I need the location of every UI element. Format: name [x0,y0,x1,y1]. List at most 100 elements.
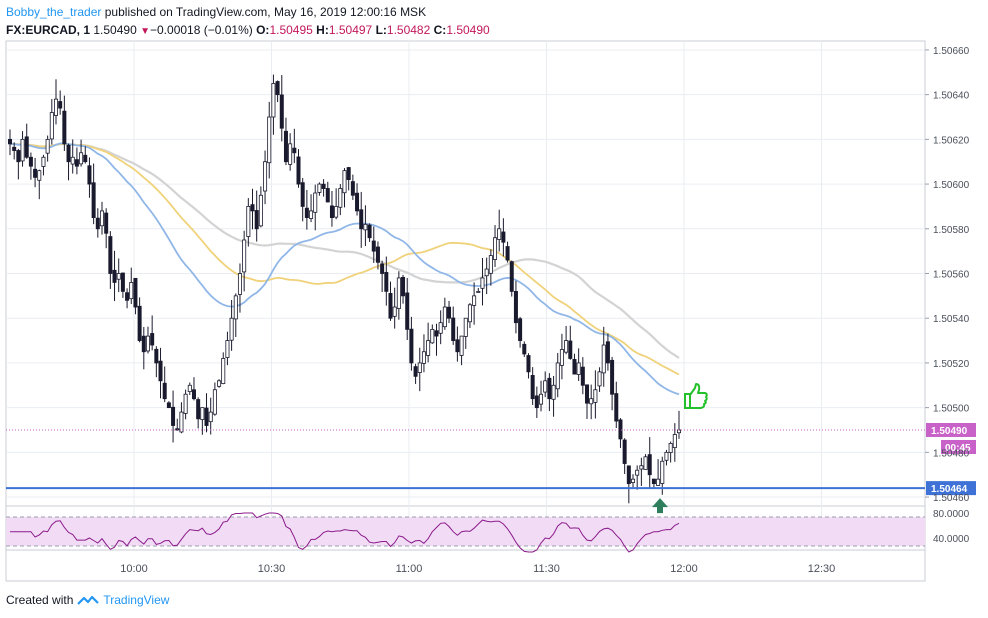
candle-body [7,138,12,145]
candle-body [396,277,401,309]
price-tick-label: 1.50480 [933,448,970,459]
candle-body [242,239,247,273]
grid [5,40,926,582]
candle-body [476,290,481,293]
candle-body [208,411,213,423]
candle-body [296,156,301,185]
candle-body [187,384,192,393]
candle-body [426,340,431,356]
candle-body [74,159,79,167]
candle-body [363,223,368,231]
time-tick-label: 12:30 [808,563,836,575]
price-change: −0.00018 (−0.01%) [150,23,253,37]
footer: Created with TradingView [6,593,169,607]
candle-body [58,101,63,109]
price-tick-label: 1.50620 [933,135,970,146]
candle-body [367,224,372,239]
candle-body [530,375,535,400]
time-tick-label: 11:00 [396,563,423,575]
price-tick-label: 1.50540 [933,314,970,325]
candle-body [12,146,17,151]
candle-body [589,398,594,405]
candle-body [413,366,418,377]
candle-body [384,272,389,292]
down-arrow-icon: ▼ [140,26,150,37]
candle-body [162,382,167,400]
candle-body [229,317,234,341]
axes: 1.50660 1.50640 1.50620 1.50600 1.50580 1.505… [120,46,969,575]
candle-body [605,341,610,364]
candle-body [597,371,602,387]
candle-body [334,206,339,218]
candle-body [559,349,564,366]
candle-body [288,143,293,165]
candle-body [246,206,251,237]
thumbs-up-icon [684,383,708,409]
candle-body [601,344,606,374]
candle-body [279,94,284,129]
candle-body [283,130,288,163]
candle-body [480,277,485,289]
candle-body [626,465,631,485]
candle-body [183,393,188,414]
candle-body [392,306,397,317]
candle-body [463,317,468,337]
candle-body [329,205,334,219]
tradingview-brand[interactable]: TradingView [103,593,170,607]
candle-body [108,236,113,274]
candle-body [493,237,498,260]
candle-body [647,454,652,476]
candle-body [263,161,268,192]
candle-body [137,305,142,341]
candle-body [250,204,255,212]
candle-body [522,343,527,355]
candle-body [204,407,209,426]
support-price-tag [926,481,976,496]
candle-body [355,192,360,212]
last-price-tag [926,422,976,437]
candle-body [91,182,96,219]
candle-body [41,156,46,167]
candle-body [371,240,376,252]
candle-body [442,306,447,328]
candle-body [79,152,84,165]
candle-body [33,168,38,178]
candle-body [409,328,414,364]
candle-body [585,384,590,404]
candle-body [668,443,673,453]
candle-body [375,246,380,263]
candle-body [643,456,648,470]
candle-body [651,478,656,485]
publish-info: Bobby_the_trader published on TradingVie… [6,5,426,19]
candle-body [672,434,677,449]
author-name[interactable]: Bobby_the_trader [6,5,102,19]
candle-body [359,209,364,230]
candle-body [472,295,477,306]
open-label: O: [256,23,270,37]
support-price-label: 1.50464 [931,484,968,495]
candle-body [455,339,460,353]
candle-body [154,348,159,364]
rsi-level-label: 40.0000 [933,534,970,545]
candle-body [547,377,552,400]
time-tick-label: 12:00 [670,563,698,575]
candle-body [388,292,393,319]
price-tick-label: 1.50500 [933,404,970,415]
candle-body [200,407,205,420]
price-tick-label: 1.50580 [933,225,970,236]
candle-body [309,210,314,219]
candle-body [618,419,623,440]
candle-body [580,366,585,386]
candle-body [551,384,556,400]
candle-body [555,362,560,390]
price-tick-label: 1.50660 [933,46,970,57]
candle-body [112,269,117,283]
high-label: H: [316,23,329,37]
candle-body [656,478,661,486]
arrow-up-icon [652,498,668,514]
candle-body [237,273,242,295]
candle-body [99,210,104,227]
candle-body [70,156,75,165]
candle-body [292,147,297,154]
